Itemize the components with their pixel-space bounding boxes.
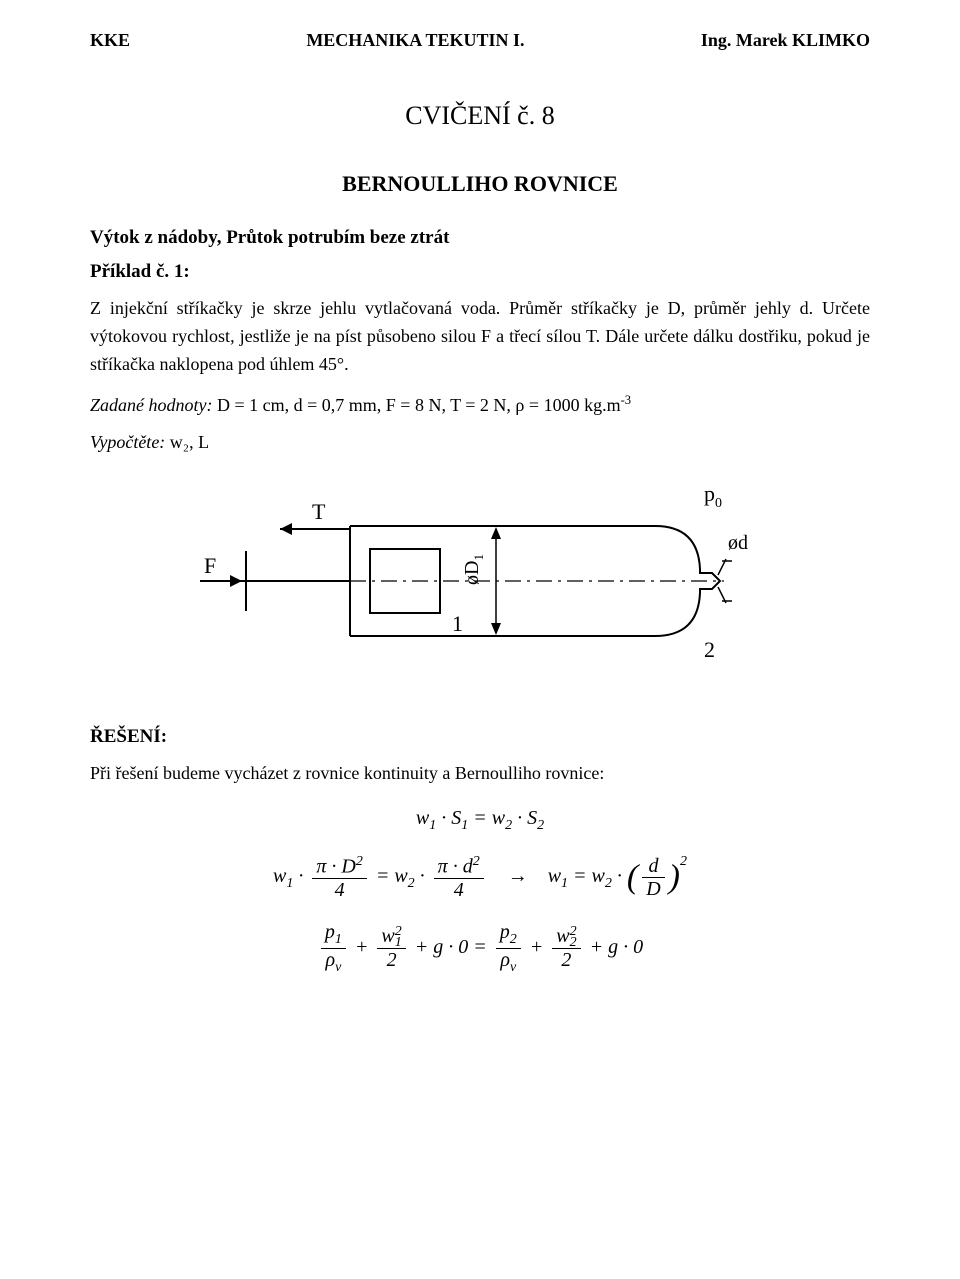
lesson-title: BERNOULLIHO ROVNICE <box>90 171 870 197</box>
equation-continuity-short: w1 · S1 = w2 · S2 <box>90 807 870 834</box>
label-od: ød <box>728 532 748 554</box>
equation-continuity-expanded: w1 · π · D2 4 = w2 · π · d2 4 → w1 = w2 … <box>90 854 870 901</box>
header-center: MECHANIKA TEKUTIN I. <box>306 30 524 51</box>
header-right: Ing. Marek KLIMKO <box>701 30 870 51</box>
equation-bernoulli: p1 ρv + w21 2 + g · 0 = p2 ρv + w22 2 + … <box>90 921 870 975</box>
document-page: KKE MECHANIKA TEKUTIN I. Ing. Marek KLIM… <box>0 0 960 1279</box>
label-1: 1 <box>452 611 463 636</box>
example-label: Příklad č. 1: <box>90 261 870 283</box>
given-text: D = 1 cm, d = 0,7 mm, F = 8 N, T = 2 N, … <box>212 395 620 415</box>
problem-paragraph: Z injekční stříkačky je skrze jehlu vytl… <box>90 295 870 379</box>
label-diam: øD1 <box>461 554 486 585</box>
compute-text: w₂, L <box>165 432 209 452</box>
label-F: F <box>204 553 216 578</box>
syringe-diagram: T F 1 2 p0 ød øD1 <box>200 481 760 681</box>
given-values: Zadané hodnoty: D = 1 cm, d = 0,7 mm, F … <box>90 391 870 420</box>
solution-intro: Při řešení budeme vycházet z rovnice kon… <box>90 760 870 788</box>
label-p0: p0 <box>704 481 722 511</box>
given-label: Zadané hodnoty: <box>90 395 212 415</box>
given-exp: -3 <box>621 393 632 407</box>
solution-label: ŘEŠENÍ: <box>90 726 870 748</box>
section-subheading: Výtok z nádoby, Průtok potrubím beze ztr… <box>90 227 870 249</box>
figure-wrapper: T F 1 2 p0 ød øD1 <box>90 481 870 686</box>
label-2: 2 <box>704 637 715 662</box>
header-left: KKE <box>90 30 130 51</box>
page-header: KKE MECHANIKA TEKUTIN I. Ing. Marek KLIM… <box>90 30 870 51</box>
lesson-number: CVIČENÍ č. 8 <box>90 101 870 131</box>
compute-label: Vypočtěte: <box>90 432 165 452</box>
label-T: T <box>312 499 326 524</box>
compute-values: Vypočtěte: w₂, L <box>90 432 870 453</box>
